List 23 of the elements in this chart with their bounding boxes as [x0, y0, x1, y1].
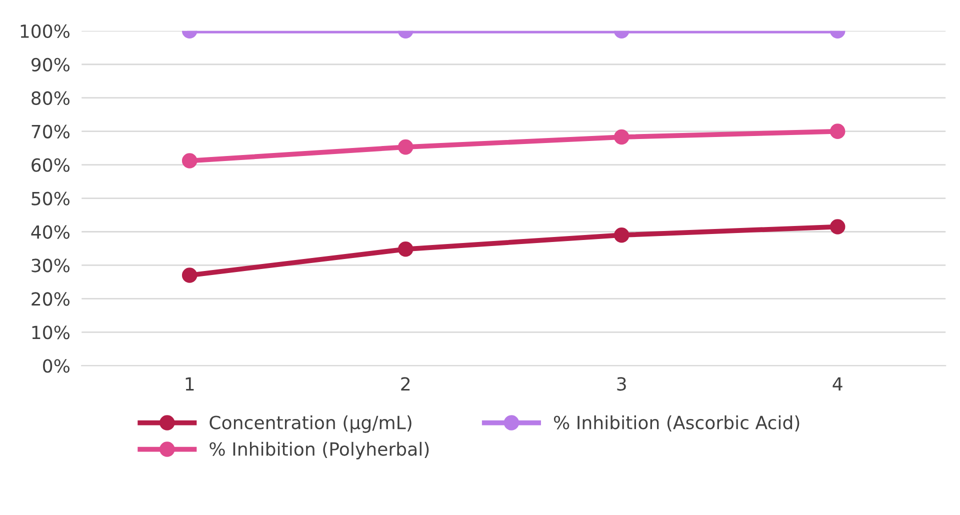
y-tick-label: 100% — [20, 24, 70, 38]
legend-label: Concentration (µg/mL) — [210, 415, 412, 433]
y-tick-label: 60% — [32, 158, 70, 172]
y-tick-label: 0% — [43, 359, 70, 373]
legend-label: % Inhibition (Ascorbic Acid) — [554, 415, 800, 432]
y-tick-label: 70% — [32, 124, 70, 138]
y-tick-label: 90% — [31, 58, 70, 72]
y-tick-label: 50% — [32, 192, 70, 206]
point — [830, 219, 846, 234]
y-tick-label: 30% — [32, 258, 70, 272]
y-tick-label: 80% — [32, 91, 70, 105]
y-tick-label: 40% — [31, 225, 70, 239]
x-tick-label: 1 — [186, 377, 194, 390]
x-tick-label: 4 — [832, 377, 842, 390]
x-tick-label: 3 — [617, 377, 626, 391]
y-tick-label: 20% — [32, 292, 70, 306]
point — [182, 268, 198, 283]
y-tick-label: 10% — [32, 326, 70, 340]
point — [398, 242, 414, 257]
legend-label: % Inhibition (Polyherbal) — [210, 442, 429, 460]
point — [182, 153, 198, 168]
x-tick-label: 2 — [401, 377, 410, 390]
point — [614, 227, 630, 243]
